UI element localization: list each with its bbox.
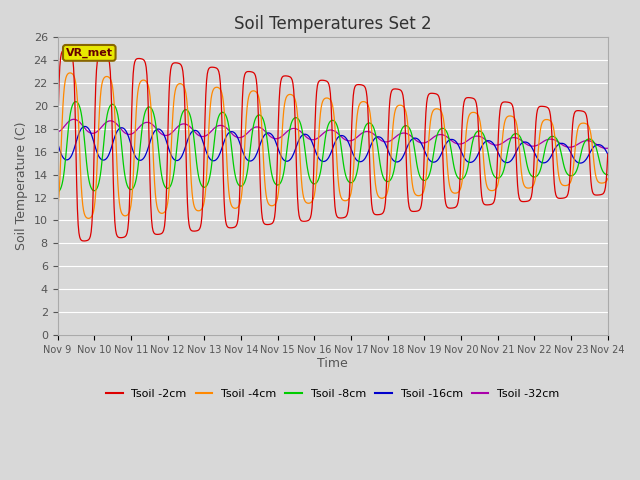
Legend: Tsoil -2cm, Tsoil -4cm, Tsoil -8cm, Tsoil -16cm, Tsoil -32cm: Tsoil -2cm, Tsoil -4cm, Tsoil -8cm, Tsoi…: [102, 385, 564, 404]
Y-axis label: Soil Temperature (C): Soil Temperature (C): [15, 122, 28, 251]
X-axis label: Time: Time: [317, 358, 348, 371]
Text: VR_met: VR_met: [66, 48, 113, 58]
Title: Soil Temperatures Set 2: Soil Temperatures Set 2: [234, 15, 431, 33]
